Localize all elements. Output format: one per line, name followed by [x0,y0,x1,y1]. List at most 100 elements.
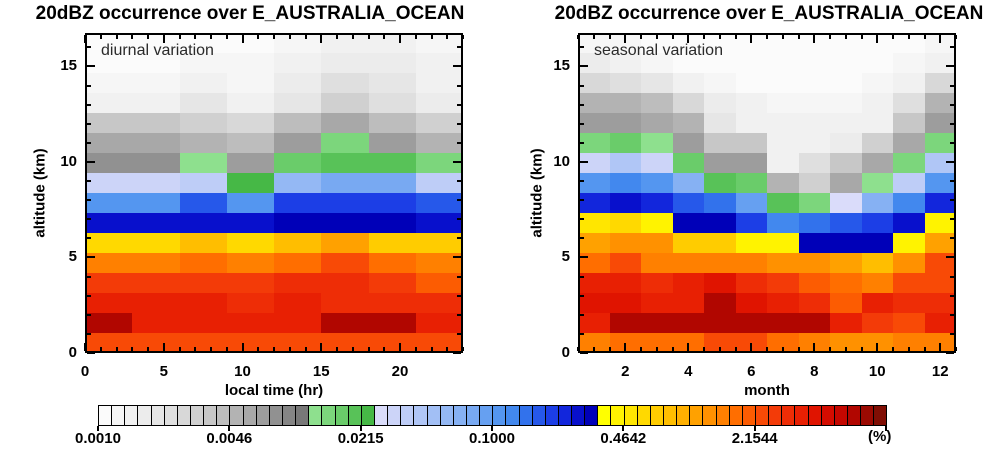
heatmap-cell [321,53,369,73]
colorbar-cell [506,406,520,425]
heatmap-cell [672,113,704,133]
x-axis-tick [939,343,941,351]
colorbar-cell [164,406,178,425]
heatmap-cell [767,313,799,333]
heatmap-cell [861,253,893,273]
heatmap-cell [798,173,830,193]
heatmap-cell [274,53,322,73]
heatmap-cell [609,173,641,193]
heatmap-cell [368,193,416,213]
colorbar-tick-label: 0.1000 [469,430,515,447]
heatmap-cell [368,293,416,313]
x-axis-tick [242,35,244,43]
heatmap-cell [321,253,369,273]
heatmap-cell [704,133,736,153]
colorbar-tick-label: 0.0046 [206,430,253,447]
heatmap-cell [415,333,463,353]
heatmap-cell [321,113,369,133]
colorbar-cell [480,406,494,425]
y-axis-tick [457,276,461,278]
heatmap-cell [893,133,925,153]
heatmap-cell [798,93,830,113]
heatmap-cell [924,53,956,73]
y-axis-tick [580,276,584,278]
x-axis-tick [100,35,102,39]
heatmap-cell [924,113,956,133]
heatmap-cell [672,73,704,93]
y-tick-label: 10 [60,152,77,170]
heatmap-cell [861,53,893,73]
heatmap-cell [132,333,180,353]
heatmap-cell [893,233,925,253]
heatmap-cell [893,73,925,93]
heatmap-cell [672,53,704,73]
heatmap-cell [767,233,799,253]
colorbar-cell [204,406,218,425]
colorbar-tick [885,426,887,431]
heatmap-cell [132,53,180,73]
y-axis-tick [950,199,954,201]
heatmap-cell [767,113,799,133]
heatmap-cell [924,213,956,233]
x-axis-tick [798,35,800,39]
heatmap-cell [179,213,227,233]
heatmap-cell [321,213,369,233]
heatmap-cell [767,213,799,233]
x-axis-tick [84,35,86,43]
y-axis-tick [87,295,91,297]
heatmap-cell [578,113,610,133]
x-axis-tick [845,35,847,39]
heatmap-cell [767,33,799,53]
heatmap-cell [179,153,227,173]
heatmap-cell [132,153,180,173]
heatmap-cell [578,93,610,113]
heatmap-cell [415,193,463,213]
heatmap-cell [924,313,956,333]
x-axis-tick [446,347,448,351]
x-axis-tick [924,347,926,351]
heatmap-cell [672,33,704,53]
colorbar-cell [716,406,730,425]
heatmap-cell [798,193,830,213]
heatmap-cell [179,193,227,213]
heatmap-cell [798,133,830,153]
heatmap-cell [132,133,180,153]
heatmap-cell [368,113,416,133]
heatmap-cell [85,153,133,173]
x-axis-tick [609,347,611,351]
heatmap-cell [924,253,956,273]
heatmap-cell [735,293,767,313]
heatmap-cell [368,53,416,73]
heatmap-cell [609,233,641,253]
heatmap-cell [321,293,369,313]
colorbar-cell [690,406,704,425]
heatmap-cell [735,153,767,173]
y-axis-tick [457,123,461,125]
heatmap-cell [798,233,830,253]
heatmap-cell [578,253,610,273]
colorbar-cell [729,406,743,425]
heatmap-cell [861,293,893,313]
x-tick-label: 20 [391,363,409,380]
x-axis-tick [336,35,338,39]
heatmap-cell [132,253,180,273]
heatmap-cell [672,133,704,153]
heatmap-cell [578,53,610,73]
heatmap-cell [368,153,416,173]
colorbar-cell [466,406,481,425]
y-axis-tick [580,142,584,144]
heatmap-cell [368,133,416,153]
heatmap-cell [578,313,610,333]
heatmap-cell [672,273,704,293]
heatmap-cell [85,213,133,233]
x-axis-tick [352,35,354,39]
heatmap-cell [321,193,369,213]
heatmap-cell [132,93,180,113]
heatmap-cell [893,113,925,133]
heatmap-cell [735,133,767,153]
heatmap-cell [321,273,369,293]
heatmap-cell [415,213,463,233]
heatmap-cell [274,313,322,333]
heatmap-cell [830,113,862,133]
colorbar-cell [361,406,375,425]
